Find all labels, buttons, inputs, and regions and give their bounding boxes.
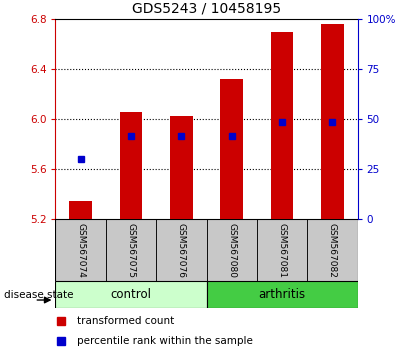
Bar bbox=[69, 201, 92, 219]
Bar bbox=[170, 116, 193, 219]
Bar bbox=[206, 219, 257, 281]
Bar bbox=[106, 219, 156, 281]
Text: GSM567080: GSM567080 bbox=[227, 223, 236, 278]
Bar bbox=[321, 24, 344, 219]
Bar bbox=[220, 80, 243, 219]
Text: GSM567081: GSM567081 bbox=[277, 223, 286, 278]
Bar bbox=[55, 281, 206, 308]
Text: GSM567074: GSM567074 bbox=[76, 223, 85, 278]
Text: disease state: disease state bbox=[4, 290, 74, 300]
Title: GDS5243 / 10458195: GDS5243 / 10458195 bbox=[132, 1, 281, 16]
Text: arthritis: arthritis bbox=[259, 288, 306, 301]
Bar bbox=[120, 112, 142, 219]
Text: control: control bbox=[111, 288, 152, 301]
Bar bbox=[55, 219, 106, 281]
Bar bbox=[206, 281, 358, 308]
Bar bbox=[156, 219, 206, 281]
Bar bbox=[307, 219, 358, 281]
Bar bbox=[257, 219, 307, 281]
Text: GSM567076: GSM567076 bbox=[177, 223, 186, 278]
Text: percentile rank within the sample: percentile rank within the sample bbox=[77, 336, 253, 346]
Text: transformed count: transformed count bbox=[77, 316, 174, 326]
Bar bbox=[271, 32, 293, 219]
Text: GSM567082: GSM567082 bbox=[328, 223, 337, 278]
Text: GSM567075: GSM567075 bbox=[127, 223, 136, 278]
